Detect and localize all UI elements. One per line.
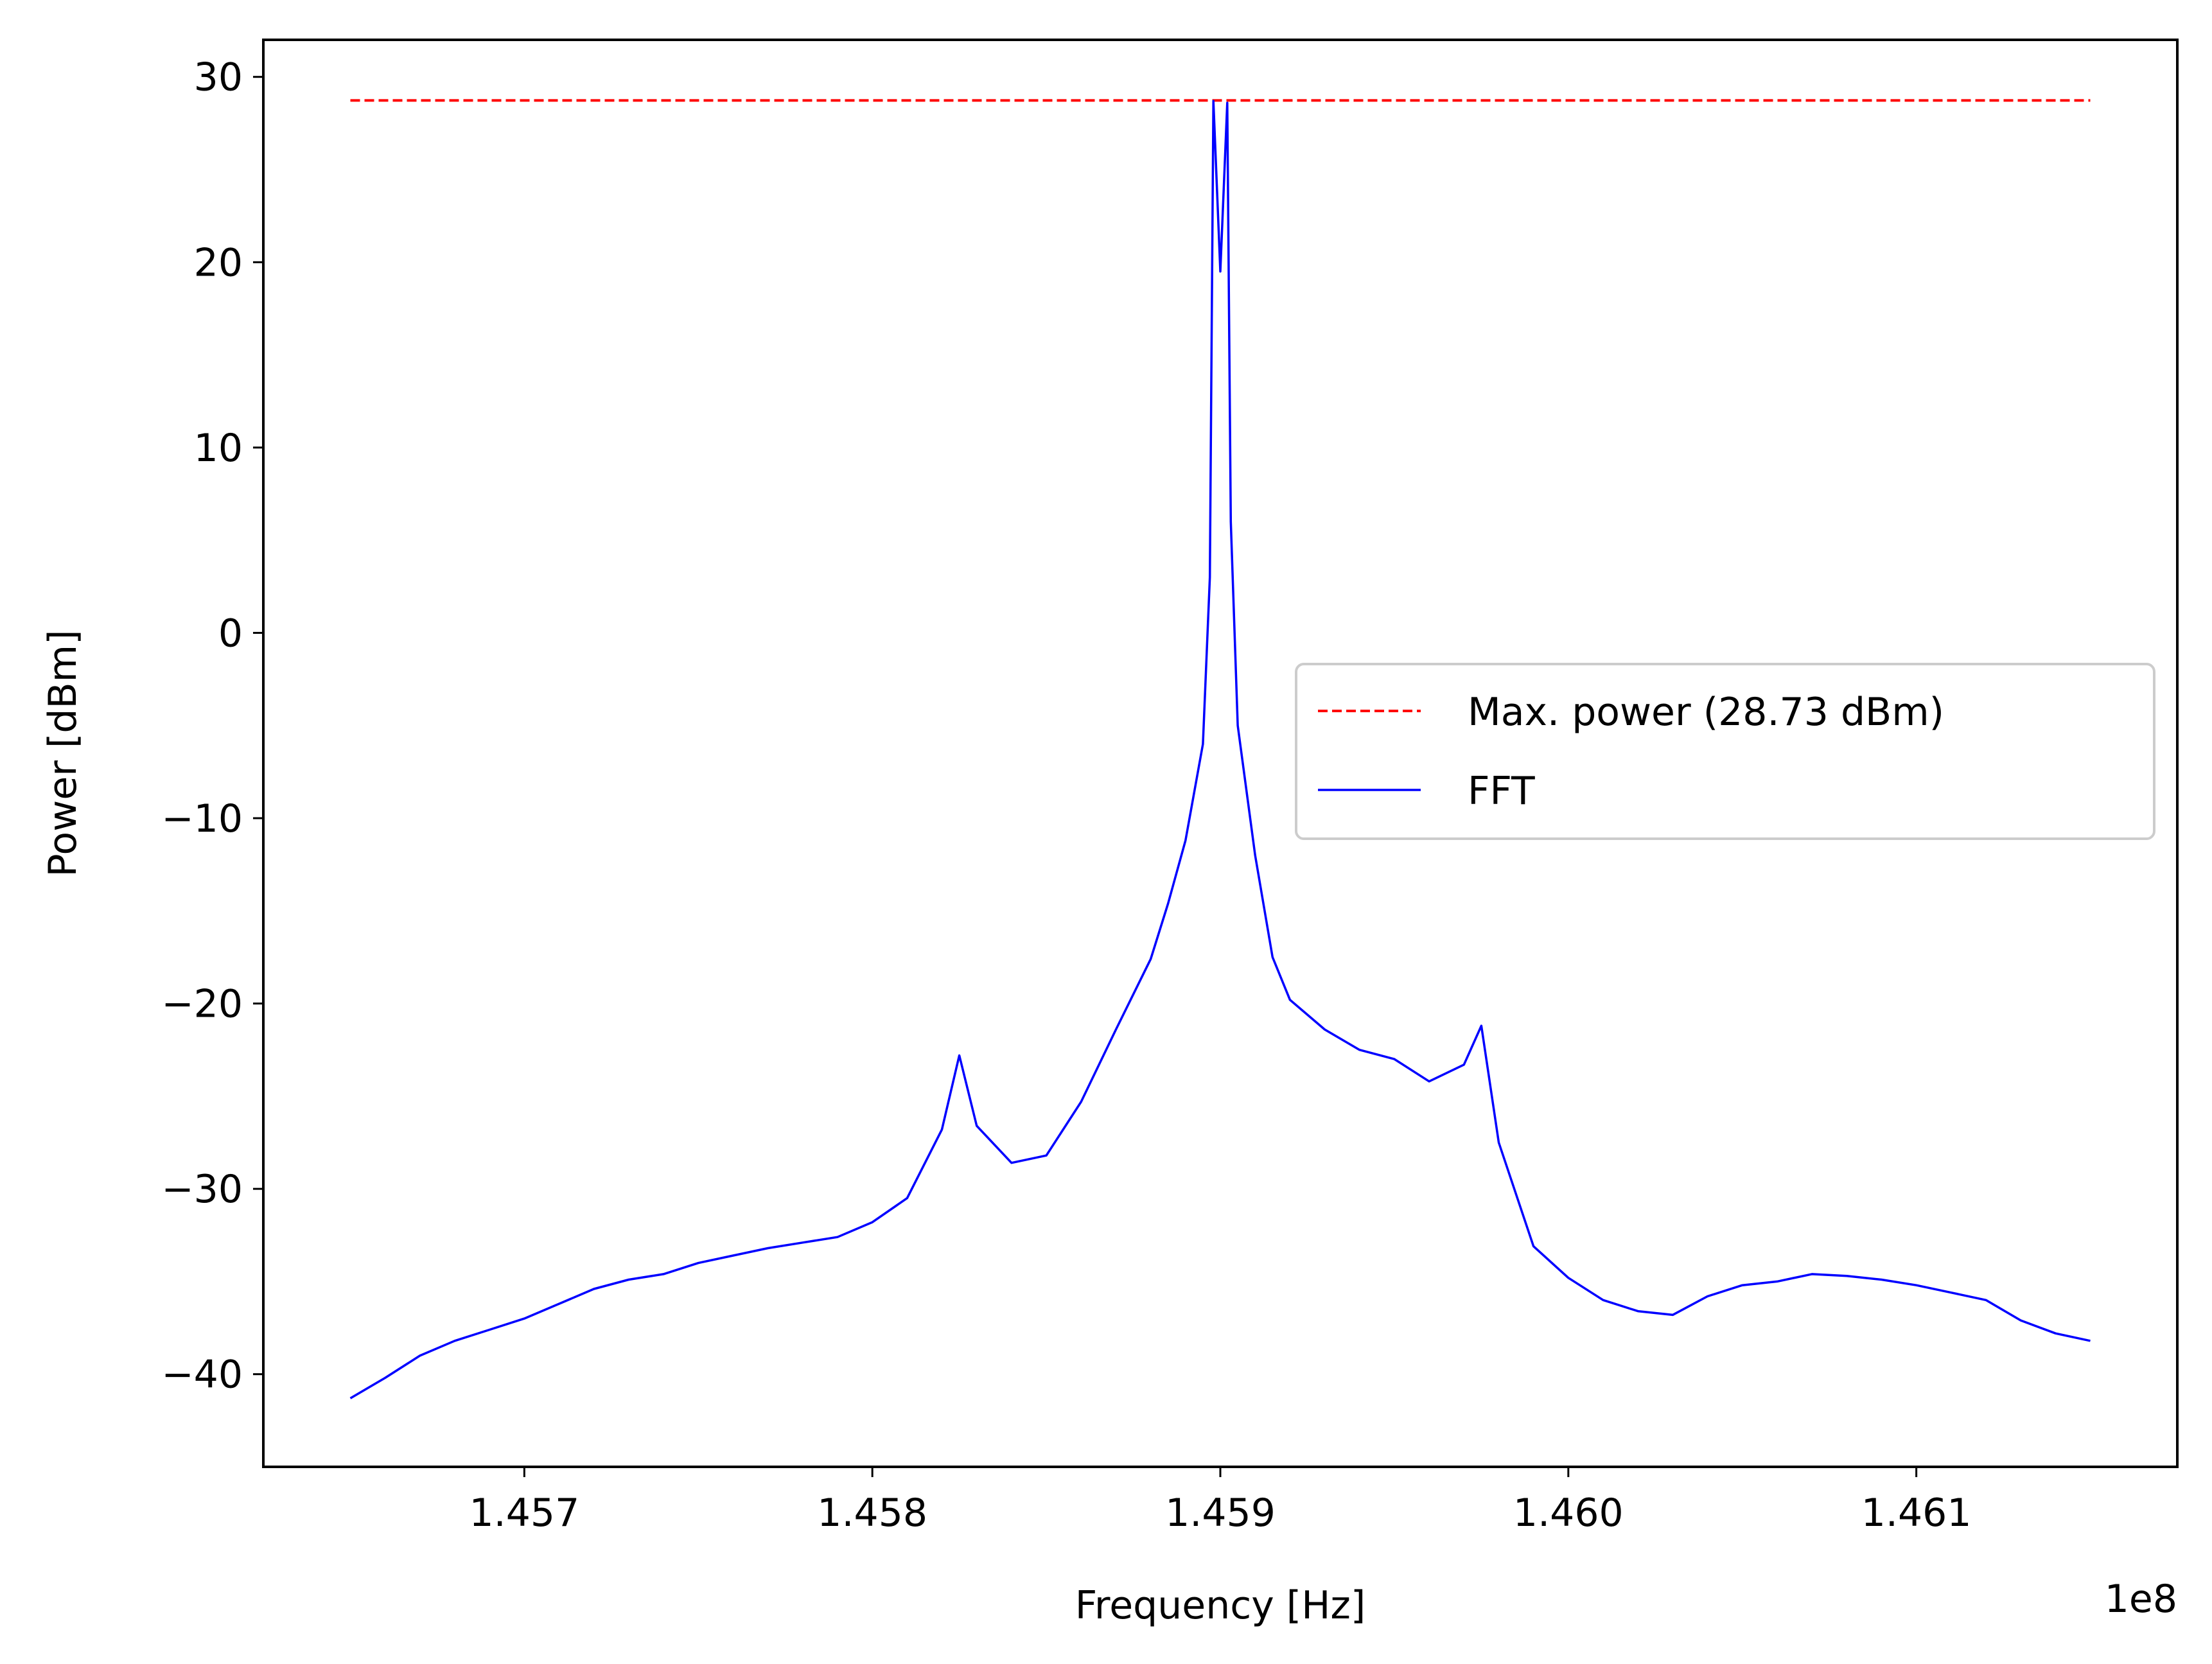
x-tick-label: 1.461 (1861, 1491, 1972, 1536)
y-tick-label: 10 (194, 426, 243, 471)
y-tick-label: 20 (194, 240, 243, 285)
x-axis-label: Frequency [Hz] (1075, 1583, 1365, 1628)
y-tick-label: −10 (161, 796, 243, 841)
y-tick-label: −30 (161, 1167, 243, 1212)
series-layer (349, 99, 2091, 1399)
y-tick-label: −40 (161, 1353, 243, 1397)
x-tick-label: 1.460 (1513, 1491, 1624, 1536)
x-axis-offset-text: 1e8 (2105, 1577, 2177, 1622)
fft-line (349, 100, 2091, 1399)
x-axis-ticks: 1.457 1.458 1.459 1.460 1.461 (469, 1467, 1972, 1536)
x-tick-label: 1.459 (1165, 1491, 1276, 1536)
legend-label-fft: FFT (1468, 769, 1535, 814)
y-tick-label: −20 (161, 982, 243, 1027)
legend: Max. power (28.73 dBm) FFT (1295, 663, 2155, 840)
y-axis-ticks: −40 −30 −20 −10 0 10 20 30 (161, 55, 263, 1397)
legend-box (1295, 663, 2155, 840)
x-tick-label: 1.457 (469, 1491, 579, 1536)
plot-frame (262, 39, 2179, 1468)
y-tick-label: 30 (194, 55, 243, 100)
y-axis-label: Power [dBm] (40, 630, 85, 877)
legend-label-max-power: Max. power (28.73 dBm) (1468, 690, 1944, 735)
x-tick-label: 1.458 (817, 1491, 927, 1536)
y-tick-label: 0 (218, 611, 243, 656)
